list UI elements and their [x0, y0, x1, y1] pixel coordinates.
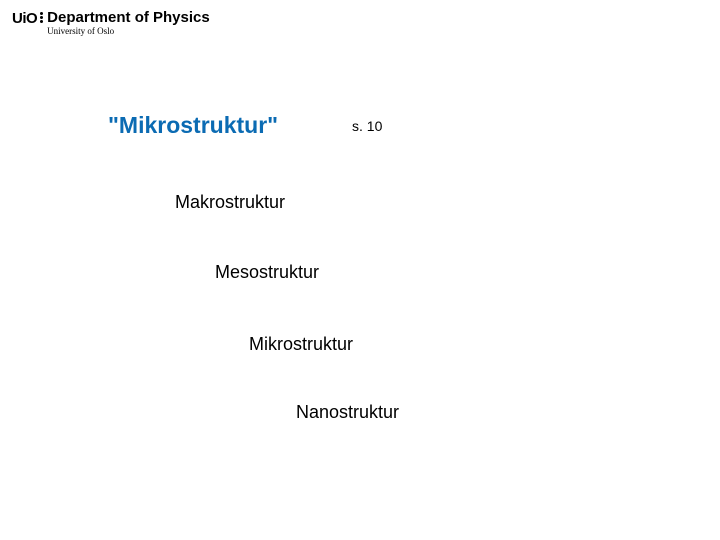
- page-reference: s. 10: [352, 118, 382, 134]
- structure-level-0: Makrostruktur: [175, 192, 285, 213]
- dot-icon: [40, 12, 43, 15]
- slide-title: "Mikrostruktur": [108, 112, 278, 139]
- structure-level-1: Mesostruktur: [215, 262, 319, 283]
- logo-separator-dots: [40, 12, 43, 23]
- department-name: Department of Physics: [47, 10, 210, 27]
- slide-page: UiO Department of Physics University of …: [0, 0, 720, 540]
- uio-mark: UiO: [12, 10, 37, 27]
- department-block: Department of Physics University of Oslo: [47, 10, 210, 36]
- structure-level-2: Mikrostruktur: [249, 334, 353, 355]
- structure-level-3: Nanostruktur: [296, 402, 399, 423]
- dot-icon: [40, 20, 43, 23]
- university-name: University of Oslo: [47, 27, 210, 37]
- dot-icon: [40, 16, 43, 19]
- logo-block: UiO Department of Physics University of …: [12, 10, 210, 36]
